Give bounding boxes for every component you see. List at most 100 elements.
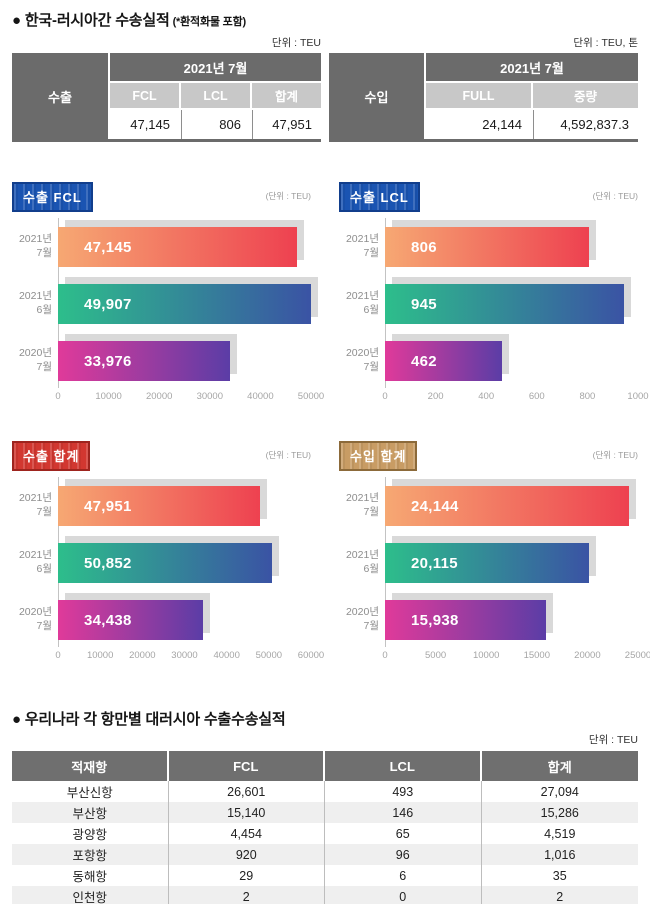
ports-unit-label: 단위 : TEU: [588, 734, 638, 746]
x-tick-label: 1000: [627, 391, 649, 402]
x-tick-label: 50000: [297, 391, 325, 402]
bar-value-label: 806: [411, 238, 437, 256]
bar-track: 50,852: [58, 543, 311, 583]
import-value-weight: 4,592,837.3: [533, 110, 638, 139]
value-cell: 29: [169, 865, 325, 886]
bar-value-label: 47,145: [84, 238, 132, 256]
table-row: 동해항 29 6 35: [12, 865, 638, 886]
port-name-cell: 부산신항: [12, 781, 169, 802]
chart-panel: 수입 합계 (단위 : TEU) 2021년 7월 24,144 2021년 6월 20,…: [339, 441, 650, 662]
bar-row: 2021년 7월 24,144: [339, 486, 638, 526]
top-title-note: (*환적화물 포함): [172, 16, 247, 28]
bar-track: 20,115: [385, 543, 638, 583]
chart-header: 수입 합계 (단위 : TEU): [339, 441, 638, 471]
value-cell: 4,519: [544, 826, 576, 841]
ports-col-port: 적재항: [12, 751, 169, 781]
top-section-title: ● 한국-러시아간 수송실적 (*환적화물 포함): [12, 9, 638, 30]
bars-area: 2021년 7월 47,145 2021년 6월 49,907 2020년 7월 33,976: [12, 227, 311, 381]
x-tick-label: 40000: [247, 391, 274, 402]
ports-section-title: ● 우리나라 각 항만별 대러시아 수출수송실적: [12, 711, 286, 728]
x-tick-label: 200: [427, 391, 444, 402]
category-label: 2021년 6월: [18, 549, 52, 575]
bar: 47,145: [58, 227, 297, 267]
plot-area: 2021년 7월 24,144 2021년 6월 20,115 2020년 7월 15,938 …: [339, 477, 650, 662]
value-cell: 26,601: [169, 781, 325, 802]
bar-value-label: 24,144: [411, 497, 459, 515]
bar: 24,144: [385, 486, 630, 526]
export-value-fcl: 47,145: [110, 110, 179, 139]
charts-grid: 수출 FCL (단위 : TEU) 2021년 7월 47,145 2021년 6월 49…: [12, 182, 650, 662]
export-col-lcl: LCL: [181, 83, 250, 108]
bar-value-label: 47,951: [84, 497, 132, 515]
bar-track: 945: [385, 284, 638, 324]
category-label: 2021년 7월: [18, 492, 52, 518]
bar: 806: [385, 227, 589, 267]
x-tick-label: 0: [382, 650, 388, 661]
import-summary-table: 수입 2021년 7월 FULL 중량 24,144 4,592,837.3: [329, 53, 638, 142]
x-tick-label: 40000: [213, 650, 240, 661]
bar-value-label: 33,976: [84, 352, 132, 370]
bar-row: 2020년 7월 34,438: [12, 600, 311, 640]
table-row: 인천항 2 0 2: [12, 886, 638, 904]
x-axis-ticks: 0 10000 20000 30000 40000 50000: [55, 388, 324, 403]
table-row: 광양항 4,454 65 4,519: [12, 823, 638, 844]
ports-col-total: 합계: [481, 751, 638, 781]
import-unit-label: 단위 : TEU, 톤: [573, 37, 638, 49]
table-row: 부산항 15,140 146 15,286: [12, 802, 638, 823]
x-tick-label: 15000: [523, 650, 551, 661]
chart-panel: 수출 FCL (단위 : TEU) 2021년 7월 47,145 2021년 6월 49…: [12, 182, 324, 403]
x-axis-ticks: 0 10000 20000 30000 40000 50000 60000: [55, 647, 324, 662]
value-cell: 15,140: [169, 802, 325, 823]
value-cell: 1,016: [544, 847, 576, 862]
bar-row: 2021년 6월 945: [339, 284, 638, 324]
import-row-header: 수입: [329, 53, 424, 139]
table-row: 부산신항 26,601 493 27,094: [12, 781, 638, 802]
bars-area: 2021년 7월 806 2021년 6월 945 2020년 7월 462: [339, 227, 638, 381]
summary-tables: 단위 : TEU 수출 2021년 7월 FCL LCL 합계 47,145 8…: [12, 35, 638, 142]
chart-header: 수출 합계 (단위 : TEU): [12, 441, 311, 471]
bar-row: 2021년 6월 50,852: [12, 543, 311, 583]
chart-unit-label: (단위 : TEU): [592, 191, 638, 201]
chart-badge: 수입 합계: [339, 441, 418, 471]
bar: 462: [385, 341, 502, 381]
bar-value-label: 49,907: [84, 295, 132, 313]
value-cell: 2: [169, 886, 325, 904]
x-tick-label: 50000: [255, 650, 283, 661]
category-label: 2021년 7월: [345, 233, 379, 259]
x-tick-label: 20000: [145, 391, 173, 402]
bar-track: 47,145: [58, 227, 311, 267]
import-summary-block: 단위 : TEU, 톤 수입 2021년 7월 FULL 중량 24,144 4…: [329, 35, 638, 142]
bar-row: 2021년 7월 47,145: [12, 227, 311, 267]
bar-row: 2021년 7월 47,951: [12, 486, 311, 526]
x-tick-label: 0: [55, 650, 61, 661]
value-cell: 4,454: [169, 823, 325, 844]
bar-row: 2020년 7월 33,976: [12, 341, 311, 381]
bar: 33,976: [58, 341, 230, 381]
value-cell: 65: [325, 823, 482, 844]
bar: 47,951: [58, 486, 261, 526]
bar-row: 2021년 6월 49,907: [12, 284, 311, 324]
import-col-full: FULL: [426, 83, 531, 108]
bar-value-label: 462: [411, 352, 437, 370]
bar: 15,938: [385, 600, 547, 640]
bar-value-label: 34,438: [84, 611, 132, 629]
bar-value-label: 20,115: [411, 554, 458, 572]
export-summary-table: 수출 2021년 7월 FCL LCL 합계 47,145 806 47,951: [12, 53, 321, 142]
category-label: 2021년 7월: [18, 233, 52, 259]
port-name-cell: 인천항: [12, 886, 169, 904]
x-tick-label: 0: [382, 391, 388, 402]
x-tick-label: 10000: [472, 650, 500, 661]
plot-area: 2021년 7월 47,951 2021년 6월 50,852 2020년 7월 34,438 …: [12, 477, 324, 662]
bar-track: 49,907: [58, 284, 311, 324]
x-tick-label: 800: [579, 391, 596, 402]
bar-track: 462: [385, 341, 638, 381]
x-tick-label: 10000: [86, 650, 114, 661]
x-tick-label: 5000: [425, 650, 447, 661]
bar-row: 2021년 6월 20,115: [339, 543, 638, 583]
export-row-header: 수출: [12, 53, 108, 139]
ports-col-lcl: LCL: [325, 751, 482, 781]
value-cell: 96: [325, 844, 482, 865]
export-col-fcl: FCL: [110, 83, 179, 108]
chart-unit-label: (단위 : TEU): [592, 450, 638, 460]
bar: 50,852: [58, 543, 273, 583]
